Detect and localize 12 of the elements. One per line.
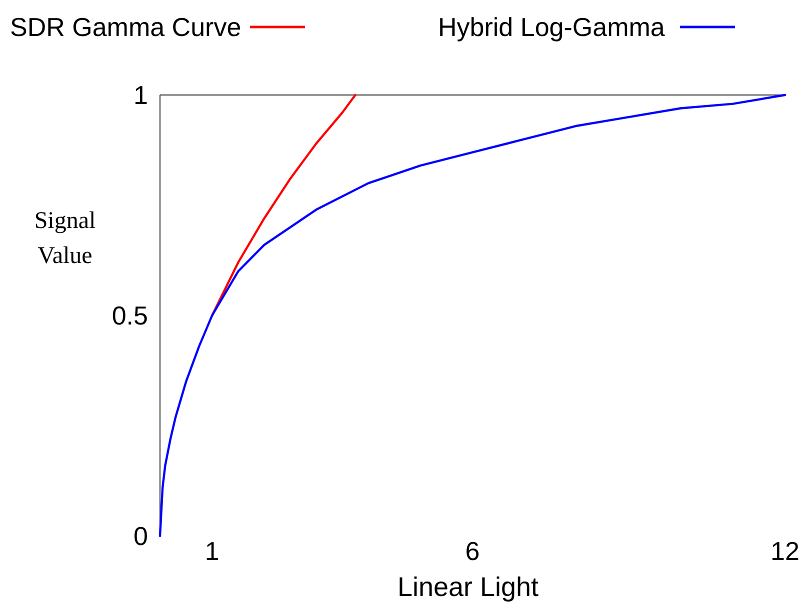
- line-series: [210, 94, 356, 317]
- x-tick-label: 1: [204, 536, 220, 566]
- legend-label: Hybrid Log-Gamma: [438, 12, 666, 42]
- y-tick-label: 0: [134, 521, 148, 551]
- x-tick-label: 12: [770, 536, 800, 566]
- y-axis-title: Signal Value: [34, 208, 96, 269]
- x-tick-label: 6: [465, 536, 480, 566]
- y-tick-label: 1: [134, 80, 148, 110]
- x-axis-title: Linear Light: [397, 572, 540, 602]
- legend-label: SDR Gamma Curve: [10, 12, 242, 42]
- line-series: [158, 94, 786, 538]
- y-tick-label: 0.5: [112, 300, 148, 330]
